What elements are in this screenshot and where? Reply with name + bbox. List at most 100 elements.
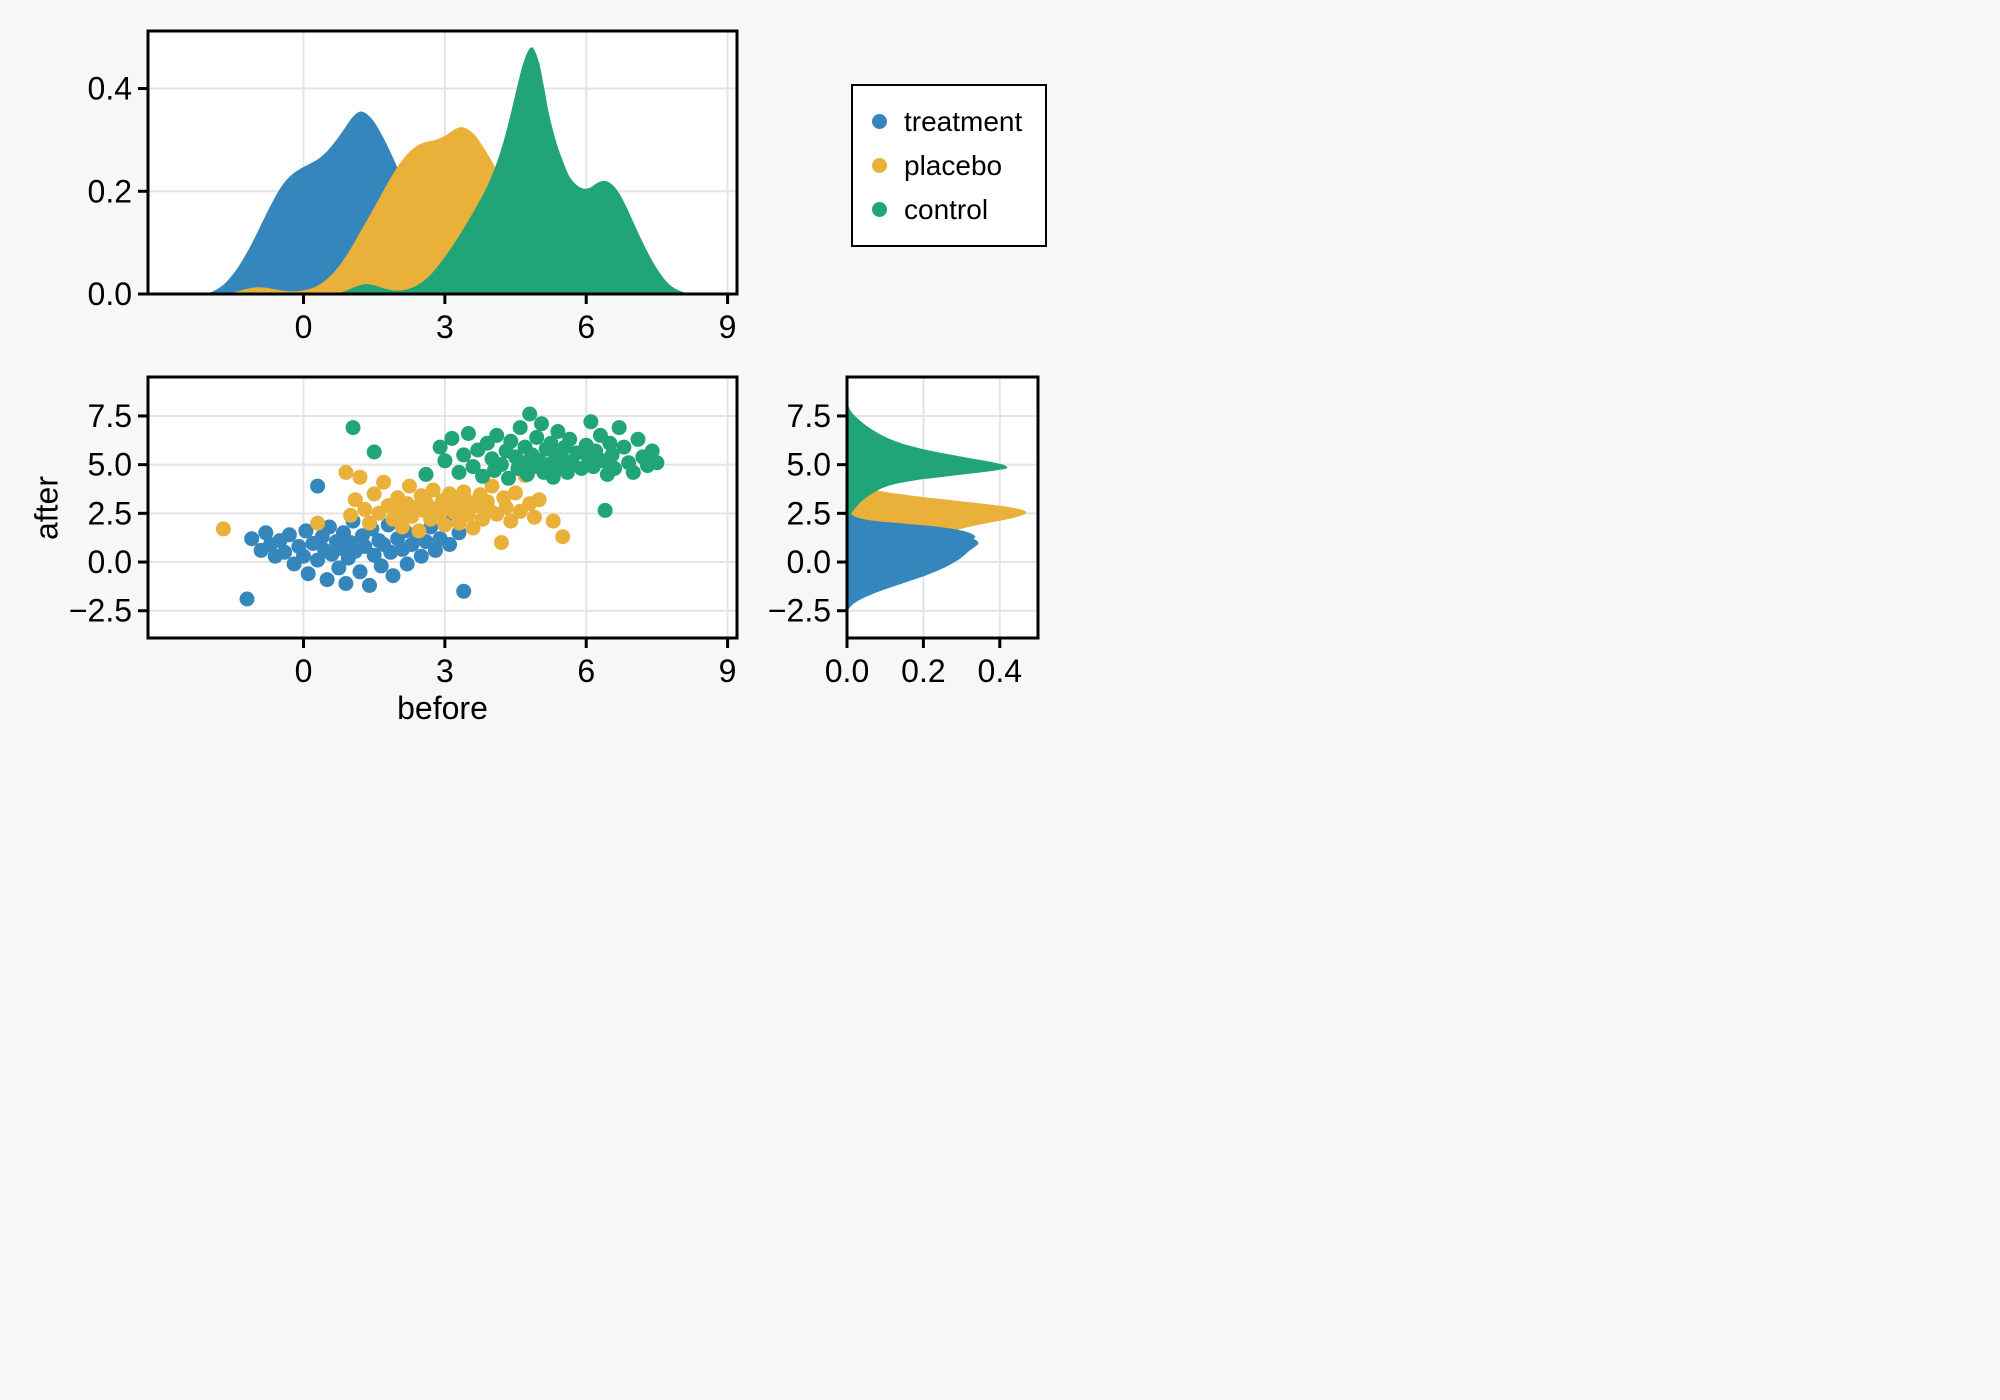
scatter-point-placebo	[343, 507, 359, 523]
y-tick-label: 2.5	[88, 495, 132, 531]
scatter-point-control	[604, 447, 620, 463]
scatter-point-placebo	[362, 515, 377, 531]
scatter-point-control	[597, 502, 613, 518]
panel-border	[146, 375, 739, 640]
scatter-point-control	[489, 427, 505, 443]
scatter-point-treatment	[319, 572, 335, 588]
scatter-point-control	[649, 455, 665, 471]
scatter-point-treatment	[338, 576, 354, 591]
scatter-point-treatment	[373, 558, 389, 574]
scatter-point-placebo	[425, 482, 441, 498]
x-tick-label: 0.0	[825, 653, 869, 689]
scatter-point-control	[529, 429, 545, 445]
scatter-point-treatment	[362, 577, 377, 593]
x-tick-label: 9	[719, 653, 737, 689]
scatter-point-treatment	[244, 531, 260, 547]
scatter-point-treatment	[277, 544, 293, 560]
scatter-point-placebo	[357, 501, 373, 517]
scatter-point-placebo	[531, 492, 547, 508]
scatter-point-control	[625, 464, 641, 480]
scatter-point-control	[522, 406, 538, 422]
y-tick-label: −2.5	[768, 593, 831, 629]
scatter-point-control	[550, 424, 566, 439]
density-area-control	[847, 401, 1008, 524]
scatter-point-treatment	[456, 583, 472, 599]
scatter-point-control	[456, 447, 472, 463]
scatter-point-treatment	[442, 537, 458, 552]
scatter-point-placebo	[402, 478, 417, 494]
scatter-point-treatment	[321, 519, 337, 535]
scatter-point-control	[602, 435, 618, 451]
scatter-point-treatment	[427, 542, 443, 558]
scatter-point-control	[345, 420, 361, 436]
scatter-point-placebo	[555, 529, 571, 545]
legend-label-control: control	[904, 193, 989, 225]
scatter-point-control	[475, 468, 491, 484]
legend-item-control: control	[872, 188, 1045, 232]
treatment-marker-icon	[872, 114, 887, 129]
y-tick-label: 0.0	[88, 276, 132, 312]
scatter-point-control	[644, 443, 660, 459]
scatter-point-placebo	[347, 492, 363, 508]
scatter-point-control	[444, 430, 460, 446]
x-tick-label: 0.4	[978, 653, 1022, 689]
scatter-point-placebo	[352, 469, 368, 485]
x-tick-label: 0	[295, 653, 313, 689]
density-area-control	[336, 47, 690, 294]
panel-border	[146, 29, 739, 296]
x-tick-label: 6	[577, 653, 595, 689]
legend-label-placebo: placebo	[904, 149, 1003, 181]
scatter-point-control	[512, 420, 528, 436]
control-marker-icon	[872, 202, 887, 217]
scatter-point-placebo	[484, 478, 500, 494]
panel-before-density: 0 3 6 9 0.0 0.2 0.4	[88, 29, 739, 345]
legend: treatment placebo control	[851, 84, 1047, 247]
x-axis-label-before: before	[397, 690, 488, 726]
scatter-point-treatment	[300, 566, 316, 582]
legend-item-placebo: placebo	[872, 144, 1045, 188]
panel-before-after-scatter: 0 3 6 9 7.5 5.0 2.5 0.0 −2.5	[69, 375, 739, 689]
scatter-point-control	[611, 420, 627, 436]
scatter-point-treatment	[331, 560, 347, 576]
density-area-treatment	[847, 505, 979, 613]
scatter-point-placebo	[545, 513, 561, 529]
scatter-point-placebo	[465, 520, 481, 536]
scatter-point-placebo	[411, 523, 427, 539]
scatter-point-control	[545, 469, 561, 485]
scatter-point-control	[460, 426, 476, 441]
scatter-point-treatment	[352, 564, 368, 580]
y-tick-label: 5.0	[88, 447, 132, 483]
scatter-point-placebo	[508, 485, 523, 501]
scatter-point-placebo	[394, 519, 410, 535]
x-tick-label: 0.2	[901, 653, 945, 689]
scatter-point-placebo	[366, 486, 382, 502]
x-tick-label: 0	[295, 309, 313, 345]
scatter-point-placebo	[338, 464, 354, 480]
scatter-point-control	[534, 416, 549, 432]
scatter-point-placebo	[310, 515, 326, 531]
scatter-point-control	[418, 466, 434, 482]
scatter-point-treatment	[385, 568, 401, 584]
scatter-point-control	[630, 431, 646, 447]
scatter-point-control	[432, 439, 448, 455]
y-tick-label: 5.0	[787, 447, 831, 483]
scatter-point-control	[583, 414, 599, 430]
scatter-point-control	[503, 433, 519, 449]
scatter-point-placebo	[493, 535, 509, 551]
scatter-point-treatment	[258, 525, 274, 541]
y-tick-label: 2.5	[787, 495, 831, 531]
y-tick-label: 0.4	[88, 71, 132, 107]
scatter-point-treatment	[296, 548, 311, 564]
scatter-point-placebo	[215, 521, 231, 537]
scatter-point-control	[607, 461, 622, 476]
scatter-point-treatment	[281, 527, 297, 543]
panel-after-density: 0.0 0.2 0.4 7.5 5.0 2.5 0.0 −2.5	[768, 375, 1040, 689]
x-tick-label: 3	[436, 653, 454, 689]
scatter-point-treatment	[298, 523, 314, 539]
scatter-point-treatment	[239, 591, 255, 607]
scatter-point-control	[493, 457, 509, 473]
x-tick-label: 3	[436, 309, 454, 345]
scatter-point-control	[451, 464, 467, 480]
scatter-point-treatment	[418, 534, 434, 550]
x-tick-label: 6	[577, 309, 595, 345]
